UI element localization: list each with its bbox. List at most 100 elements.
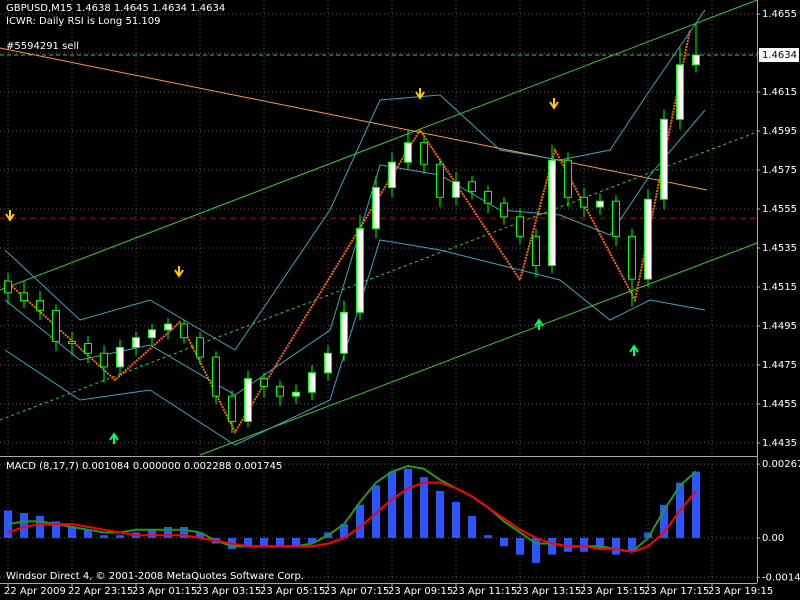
arrow-down	[5, 210, 15, 222]
candle-body	[36, 300, 44, 311]
x-tick-label: 23 Apr 11:15	[452, 586, 517, 597]
macd-bar	[628, 537, 636, 552]
candle-body	[596, 200, 604, 208]
candle-body	[500, 202, 508, 218]
candle-body	[436, 163, 444, 198]
candle-body	[676, 64, 684, 120]
y-tick-label: 1.4555	[762, 204, 797, 215]
macd-bar	[20, 513, 28, 538]
arrow-up	[534, 318, 544, 330]
macd-bar	[500, 537, 508, 547]
arrow-down	[174, 266, 184, 278]
y-tick-label: 1.4575	[762, 165, 797, 176]
macd-bar	[340, 524, 348, 538]
macd-bar	[52, 521, 60, 538]
candle-body	[612, 200, 620, 237]
arrow-down	[415, 88, 425, 100]
candle-body	[388, 161, 396, 189]
y-tick-label: 1.4475	[762, 360, 797, 371]
macd-bar	[468, 515, 476, 538]
macd-bar	[452, 502, 460, 538]
candle-body	[468, 181, 476, 192]
y-tick-label: 1.4515	[762, 282, 797, 293]
candle-body	[516, 216, 524, 237]
x-tick-label: 23 Apr 15:15	[580, 586, 645, 597]
chart-title: GBPUSD,M15 1.4638 1.4645 1.4634 1.4634	[6, 3, 225, 14]
candle-body	[180, 323, 188, 339]
macd-bar	[564, 537, 572, 552]
price-box	[759, 48, 799, 63]
candle-body	[644, 198, 652, 280]
candle-body	[532, 235, 540, 267]
price-label: 1.4634	[762, 50, 797, 61]
macd-bar	[388, 471, 396, 538]
arrow-up	[109, 432, 119, 444]
macd-bar	[244, 537, 252, 547]
y-tick-label: 1.4435	[762, 438, 797, 449]
macd-bar	[68, 526, 76, 538]
y-tick-label: 0.00	[762, 533, 784, 544]
arrow-up	[629, 344, 639, 356]
macd-bar	[612, 537, 620, 555]
macd-bar	[580, 537, 588, 552]
candle-body	[660, 118, 668, 200]
x-tick-label: 23 Apr 09:15	[388, 586, 453, 597]
candle-body	[372, 187, 380, 230]
macd-bar	[532, 537, 540, 563]
macd-bar	[116, 535, 124, 538]
candle-body	[244, 378, 252, 422]
y-tick-label: 1.4455	[762, 399, 797, 410]
macd-bar	[276, 537, 284, 547]
candle-body	[340, 311, 348, 354]
x-tick-label: 22 Apr 2009	[4, 586, 66, 597]
candle-body	[116, 346, 124, 368]
macd-bar	[292, 537, 300, 547]
x-tick-label: 22 Apr 23:15	[68, 586, 133, 597]
y-tick-label: 1.4655	[762, 9, 797, 20]
macd-line	[7, 481, 697, 553]
x-tick-label: 23 Apr 19:15	[708, 586, 773, 597]
macd-bar	[660, 504, 668, 538]
macd-bar	[196, 532, 204, 538]
macd-bar	[692, 471, 700, 538]
macd-bar	[100, 535, 108, 538]
macd-bar	[260, 537, 268, 547]
candle-body	[100, 352, 108, 368]
macd-title: MACD (8,17,7) 0.001084 0.000000 0.002288…	[6, 461, 282, 472]
candle-body	[564, 159, 572, 198]
candle-body	[404, 142, 412, 163]
channel-line	[0, 0, 758, 291]
candle-body	[308, 372, 316, 393]
macd-bar	[644, 532, 652, 538]
macd-bar	[84, 529, 92, 538]
x-tick-label: 23 Apr 01:15	[132, 586, 197, 597]
macd-bar	[404, 468, 412, 538]
candle-body	[164, 323, 172, 331]
y-tick-label: -0.00142	[762, 572, 800, 583]
candle-body	[148, 329, 156, 339]
zigzag	[4, 29, 691, 435]
channel-mid	[0, 131, 758, 421]
candle-body	[68, 341, 76, 345]
candle-body	[260, 378, 268, 387]
macd-bar	[596, 537, 604, 550]
y-tick-label: 1.4535	[762, 243, 797, 254]
macd-bar	[436, 490, 444, 538]
y-tick-label: 1.4495	[762, 321, 797, 332]
candle-body	[452, 181, 460, 198]
y-tick-label: 1.4615	[762, 87, 797, 98]
macd-bar	[548, 537, 556, 555]
order-label: #5594291 sell	[6, 41, 79, 52]
x-tick-label: 23 Apr 07:15	[324, 586, 389, 597]
macd-bar	[372, 485, 380, 538]
macd-bar	[356, 504, 364, 538]
macd-bar	[180, 526, 188, 538]
candle-body	[692, 54, 700, 66]
macd-bar	[308, 537, 316, 544]
candle-body	[276, 385, 284, 397]
macd-bar	[420, 477, 428, 538]
candle-body	[52, 309, 60, 343]
candle-body	[84, 343, 92, 354]
